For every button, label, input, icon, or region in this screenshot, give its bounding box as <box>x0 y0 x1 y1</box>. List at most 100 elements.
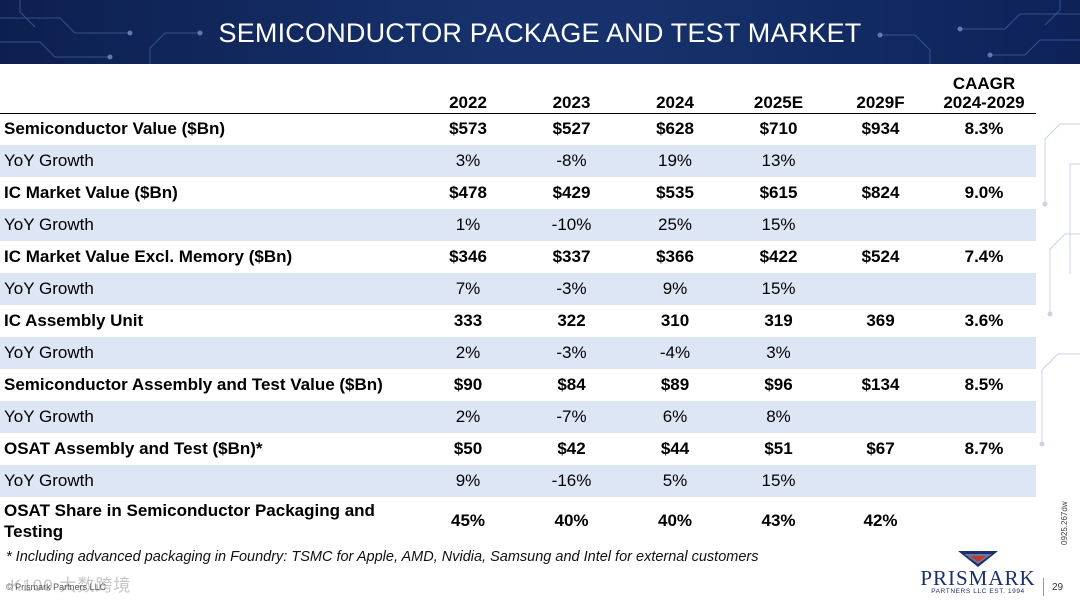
market-table: 2022 2023 2024 2025E 2029F CAAGR 2024-20… <box>0 66 1036 545</box>
cell-caagr <box>932 337 1036 369</box>
logo-tagline: PARTNERS LLC EST. 1994 <box>931 588 1025 595</box>
footnote: * Including advanced packaging in Foundr… <box>6 549 759 565</box>
cell-2024: $535 <box>656 183 694 202</box>
table-row: Semiconductor Assembly and Test Value ($… <box>0 369 1036 401</box>
cell-2024: 6% <box>622 401 728 433</box>
table-body: Semiconductor Value ($Bn) $573 $527 $628 $71… <box>0 113 1036 545</box>
prismark-logo: PRISMARK PARTNERS LLC EST. 1994 <box>918 550 1038 596</box>
cell-2024: $44 <box>660 439 690 458</box>
cell-2023: -3% <box>521 337 622 369</box>
cell-2024: -4% <box>622 337 728 369</box>
cell-2023: -10% <box>521 209 622 241</box>
cell-2025e: $51 <box>764 439 793 458</box>
cell-2029f: 42% <box>863 511 898 530</box>
cell-2024: 40% <box>657 511 693 530</box>
cell-2022: $478 <box>449 183 487 202</box>
cell-2023: $527 <box>552 119 591 139</box>
table-row-yoy-growth: YoY Growth 3% -8% 19% 13% <box>0 145 1036 177</box>
cell-2029f <box>829 273 932 305</box>
cell-caagr: 8.3% <box>964 119 1004 139</box>
row-label: Semiconductor Assembly and Test Value ($… <box>4 375 383 394</box>
copyright: © Prismark Partners LLC <box>6 582 107 592</box>
cell-2022: 2% <box>415 401 521 433</box>
background-circuit-decoration <box>1039 123 1080 447</box>
cell-caagr <box>932 401 1036 433</box>
cell-caagr <box>932 209 1036 241</box>
cell-2022: 7% <box>415 273 521 305</box>
row-label: YoY Growth <box>0 209 415 241</box>
cell-2025e: 3% <box>728 337 829 369</box>
cell-2029f: $934 <box>861 119 900 139</box>
page-title: SEMICONDUCTOR PACKAGE AND TEST MARKET <box>218 18 862 48</box>
cell-2025e: 8% <box>728 401 829 433</box>
table-row: OSAT Share in Semiconductor Packaging an… <box>0 497 1036 545</box>
cell-2025e: 13% <box>728 145 829 177</box>
column-header-2029f: 2029F <box>829 66 932 114</box>
row-label: OSAT Share in Semiconductor Packaging an… <box>4 501 375 541</box>
prism-logo-icon <box>958 551 998 567</box>
header-label-spacer <box>0 66 415 114</box>
cell-2029f: $824 <box>861 183 900 202</box>
cell-caagr: 7.4% <box>964 247 1004 266</box>
cell-caagr: 8.5% <box>964 375 1004 394</box>
cell-2025e: $615 <box>759 183 798 202</box>
cell-2025e: $96 <box>764 375 793 394</box>
table-row: Semiconductor Value ($Bn) $573 $527 $628 $71… <box>0 113 1036 145</box>
cell-2022: $346 <box>449 247 487 266</box>
row-label: Semiconductor Value ($Bn) <box>4 119 226 139</box>
cell-2023: $42 <box>557 439 586 458</box>
cell-2024: $628 <box>656 119 694 139</box>
cell-2022: 1% <box>415 209 521 241</box>
cell-2023: -3% <box>521 273 622 305</box>
cell-2029f <box>829 401 932 433</box>
cell-2022: 2% <box>415 337 521 369</box>
table-row: OSAT Assembly and Test ($Bn)* $50 $42 $44 $5… <box>0 433 1036 465</box>
row-label: YoY Growth <box>0 465 415 497</box>
cell-2022: $90 <box>453 375 483 394</box>
cell-2029f <box>829 337 932 369</box>
cell-2029f: $524 <box>861 247 900 266</box>
cell-2025e: 15% <box>728 209 829 241</box>
cell-2025e: $422 <box>759 247 798 266</box>
table-row-yoy-growth: YoY Growth 2% -7% 6% 8% <box>0 401 1036 433</box>
cell-2024: 19% <box>622 145 728 177</box>
column-header-2023: 2023 <box>521 66 622 114</box>
cell-2024: 5% <box>622 465 728 497</box>
cell-2029f <box>829 209 932 241</box>
cell-2024: $89 <box>660 375 690 394</box>
cell-2023: $429 <box>552 183 591 202</box>
cell-caagr <box>932 273 1036 305</box>
cell-2022: $50 <box>453 439 483 458</box>
cell-2024: 25% <box>622 209 728 241</box>
cell-2022: 45% <box>450 511 486 530</box>
row-label: YoY Growth <box>0 273 415 305</box>
table-header-row: 2022 2023 2024 2025E 2029F CAAGR 2024-20… <box>0 66 1036 114</box>
cell-caagr <box>932 465 1036 497</box>
row-label: IC Market Value ($Bn) <box>4 183 178 202</box>
cell-2022: 3% <box>415 145 521 177</box>
cell-2023: -7% <box>521 401 622 433</box>
cell-caagr <box>932 145 1036 177</box>
row-label: YoY Growth <box>0 401 415 433</box>
document-code: 0925.267dw <box>1060 501 1069 545</box>
cell-2022: 9% <box>415 465 521 497</box>
cell-2025e: 43% <box>761 511 796 530</box>
cell-2022: $573 <box>449 119 487 139</box>
row-label: YoY Growth <box>0 337 415 369</box>
table-row: IC Assembly Unit 333 322 310 319 369 3.6% <box>0 305 1036 337</box>
column-header-2022: 2022 <box>415 66 521 114</box>
table-row: IC Market Value ($Bn) $478 $429 $535 $615 $82… <box>0 177 1036 209</box>
cell-2029f: $67 <box>866 439 895 458</box>
column-header-caagr: CAAGR 2024-2029 <box>932 66 1036 114</box>
column-header-2025e: 2025E <box>728 66 829 114</box>
table-row-yoy-growth: YoY Growth 2% -3% -4% 3% <box>0 337 1036 369</box>
cell-2024: $366 <box>656 247 694 266</box>
cell-2024: 310 <box>660 311 690 330</box>
cell-2023: $337 <box>552 247 591 266</box>
cell-2023: $84 <box>557 375 586 394</box>
cell-2023: -16% <box>521 465 622 497</box>
table-row-yoy-growth: YoY Growth 1% -10% 25% 15% <box>0 209 1036 241</box>
caagr-header-line2: 2024-2029 <box>943 92 1025 112</box>
watermark: K100 大数跨境 <box>10 576 132 595</box>
cell-2025e: 319 <box>764 311 793 330</box>
